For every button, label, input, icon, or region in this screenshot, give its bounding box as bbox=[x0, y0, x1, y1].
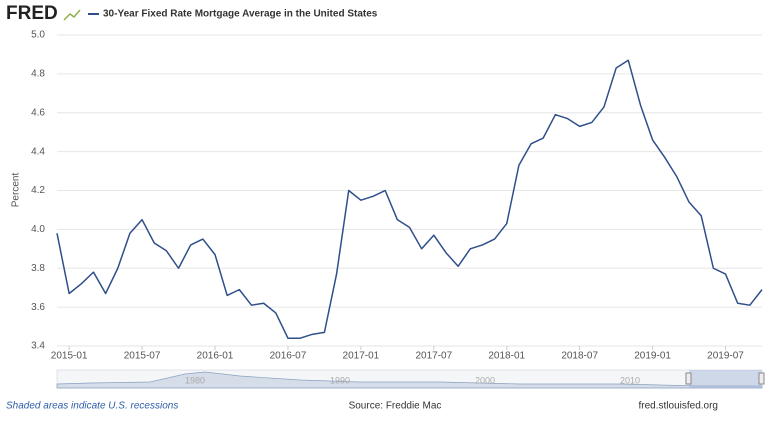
y-tick-label: 3.4 bbox=[31, 341, 45, 352]
logo-icon bbox=[63, 9, 81, 21]
y-tick-label: 3.8 bbox=[31, 263, 45, 274]
recession-note: Shaded areas indicate U.S. recessions bbox=[6, 401, 178, 412]
x-tick-label: 2018-01 bbox=[488, 351, 525, 362]
source: Source: Freddie Mac bbox=[349, 401, 442, 412]
navigator-handle[interactable] bbox=[685, 372, 692, 385]
navigator-label: 2010 bbox=[620, 375, 640, 385]
x-tick-label: 2019-01 bbox=[634, 351, 671, 362]
x-tick-label: 2015-01 bbox=[51, 351, 88, 362]
site: fred.stlouisfed.org bbox=[639, 401, 719, 412]
y-tick-label: 3.6 bbox=[31, 302, 45, 313]
x-tick-label: 2018-07 bbox=[561, 351, 598, 362]
y-tick-label: 5.0 bbox=[31, 30, 45, 41]
data-line bbox=[56, 59, 763, 339]
navigator bbox=[56, 369, 765, 389]
x-tick-label: 2016-01 bbox=[197, 351, 234, 362]
logo: FRED bbox=[6, 3, 58, 24]
navigator-label: 1980 bbox=[185, 375, 205, 385]
y-tick-label: 4.4 bbox=[31, 146, 45, 157]
y-axis-label: Percent bbox=[11, 173, 22, 208]
x-tick-label: 2015-07 bbox=[124, 351, 161, 362]
navigator-label: 2000 bbox=[475, 375, 495, 385]
legend-title: 30-Year Fixed Rate Mortgage Average in t… bbox=[103, 9, 378, 20]
y-tick-label: 4.2 bbox=[31, 185, 45, 196]
plot bbox=[56, 34, 763, 350]
y-tick-label: 4.8 bbox=[31, 69, 45, 80]
navigator-label: 1990 bbox=[330, 375, 350, 385]
navigator-handle[interactable] bbox=[758, 372, 765, 385]
x-tick-label: 2019-07 bbox=[707, 351, 744, 362]
navigator-window bbox=[689, 370, 762, 388]
x-tick-label: 2017-07 bbox=[415, 351, 452, 362]
y-tick-label: 4.6 bbox=[31, 107, 45, 118]
navigator-area bbox=[56, 371, 763, 389]
x-tick-label: 2017-01 bbox=[343, 351, 380, 362]
x-tick-label: 2016-07 bbox=[270, 351, 307, 362]
y-tick-label: 4.0 bbox=[31, 224, 45, 235]
